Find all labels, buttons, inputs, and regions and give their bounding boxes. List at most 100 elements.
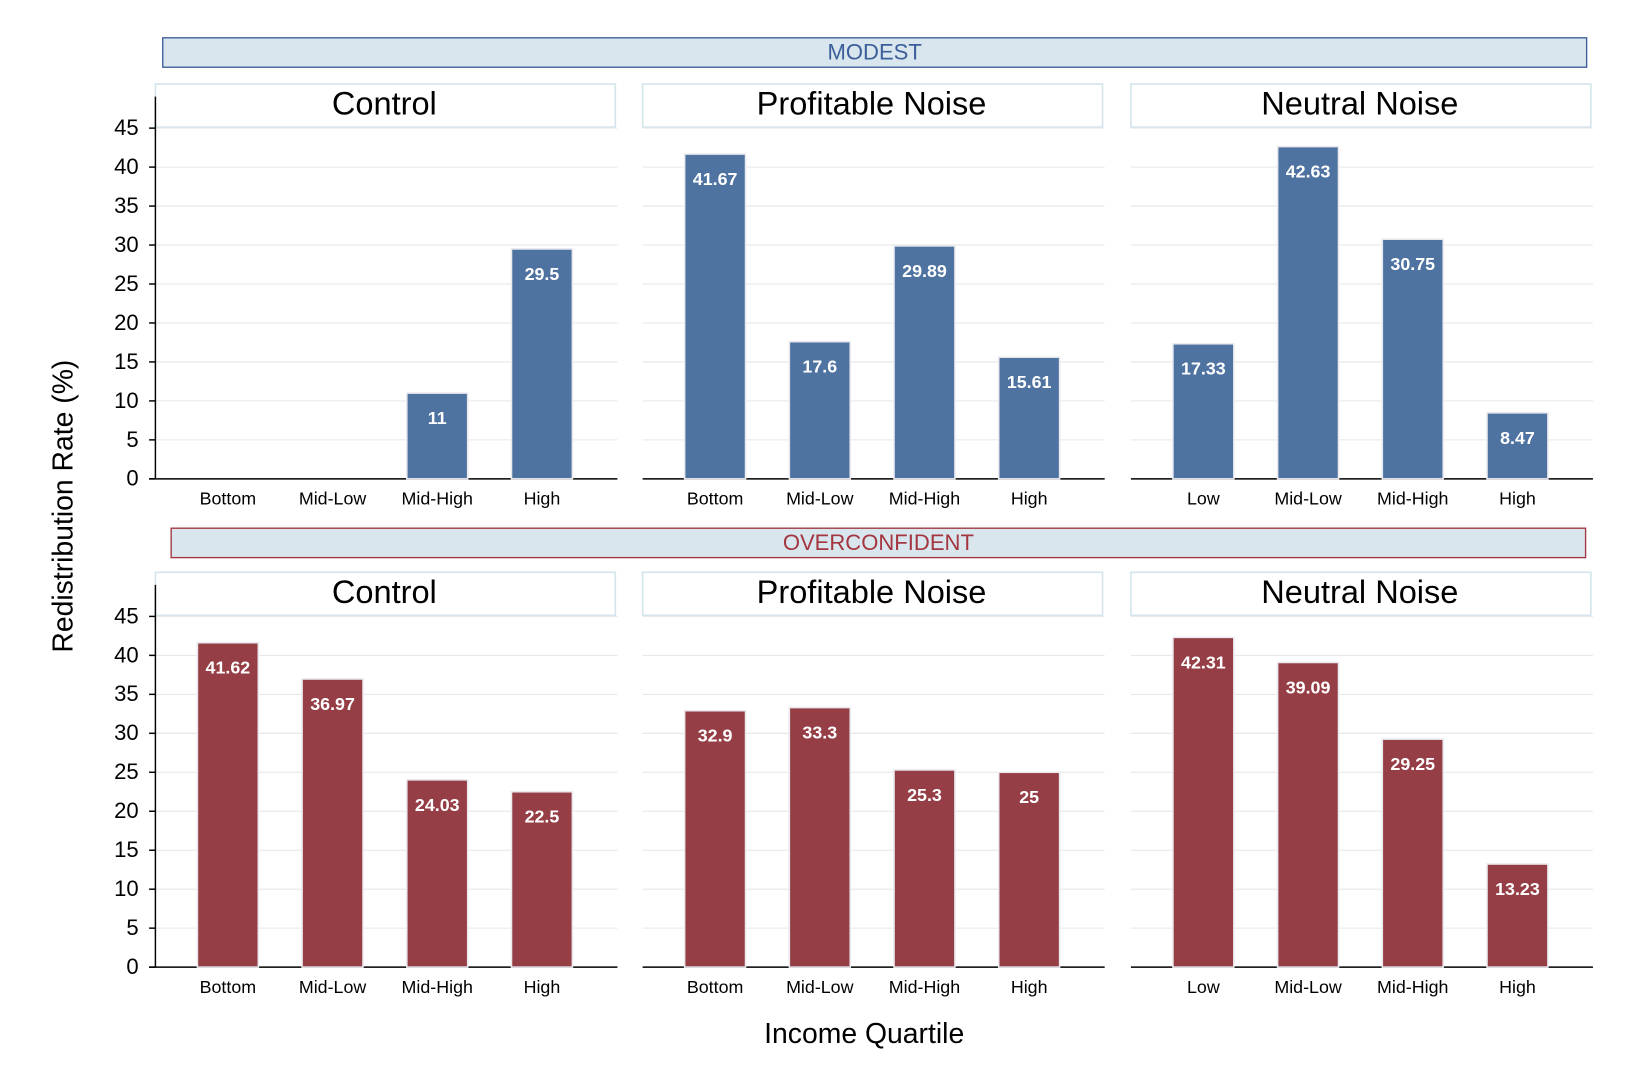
y-tick-label: 45 (114, 603, 139, 628)
y-tick-label: 40 (114, 642, 139, 667)
x-tick-label: Low (1187, 977, 1220, 997)
y-tick-label: 30 (114, 720, 139, 745)
bar (683, 153, 747, 480)
panel-title-box (1130, 571, 1592, 617)
x-tick-label: Mid-Low (786, 489, 854, 509)
y-tick-label: 25 (114, 759, 139, 784)
x-tick-label: Low (1187, 489, 1220, 509)
bar (196, 641, 260, 968)
bar (997, 771, 1061, 968)
group-header-box (162, 37, 1588, 68)
bar (893, 245, 956, 480)
bar (1276, 661, 1340, 968)
x-tick-label: Mid-Low (1274, 977, 1342, 997)
y-tick-label: 25 (114, 271, 139, 296)
x-tick-label: Bottom (200, 489, 257, 509)
panel-title: Profitable Noise (757, 86, 987, 122)
value-label: 41.67 (693, 169, 738, 189)
bar (1486, 863, 1549, 968)
bar (1381, 238, 1444, 480)
x-axis-label: Income Quartile (764, 1018, 964, 1050)
value-label: 15.61 (1007, 372, 1052, 392)
value-label: 13.23 (1495, 879, 1540, 899)
bar (1172, 342, 1235, 480)
bar (788, 706, 852, 968)
value-label: 42.63 (1286, 162, 1331, 182)
group-header-box (170, 527, 1587, 559)
panel-title: Control (332, 574, 437, 610)
x-tick-label: Mid-Low (786, 977, 854, 997)
x-tick-label: High (1499, 977, 1536, 997)
value-label: 11 (428, 408, 447, 428)
x-tick-label: Bottom (200, 977, 257, 997)
x-tick-label: Mid-High (889, 977, 960, 997)
y-tick-label: 15 (114, 349, 139, 374)
value-label: 17.6 (802, 357, 837, 377)
y-tick-label: 35 (114, 193, 139, 218)
bar (683, 709, 747, 968)
value-label: 32.9 (698, 726, 733, 746)
y-tick-label: 20 (114, 310, 139, 335)
x-tick-label: Mid-Low (1274, 489, 1342, 509)
value-label: 24.03 (415, 795, 460, 815)
bar (1172, 636, 1235, 968)
x-tick-label: High (1011, 977, 1048, 997)
y-tick-label: 10 (114, 388, 139, 413)
value-label: 30.75 (1390, 254, 1435, 274)
bar (997, 356, 1061, 480)
value-label: 39.09 (1286, 677, 1331, 697)
panel-title: Neutral Noise (1261, 574, 1458, 610)
value-label: 22.5 (525, 807, 560, 827)
panel-title: Control (332, 86, 437, 122)
y-axis-label: Redistribution Rate (%) (48, 360, 80, 653)
y-tick-label: 40 (114, 154, 139, 179)
value-label: 36.97 (310, 694, 355, 714)
y-tick-label: 5 (126, 915, 138, 940)
bar (510, 790, 574, 968)
value-label: 42.31 (1181, 652, 1226, 672)
panel-title-box (641, 83, 1104, 128)
x-tick-label: Mid-Low (299, 489, 367, 509)
bar (893, 769, 956, 968)
bar (1381, 738, 1444, 968)
bar (301, 678, 364, 968)
y-tick-label: 0 (126, 954, 138, 979)
panel-title: Profitable Noise (757, 574, 987, 610)
value-label: 33.3 (802, 723, 837, 743)
x-tick-label: Bottom (687, 489, 744, 509)
x-tick-label: High (524, 977, 561, 997)
bar (406, 779, 469, 968)
value-label: 41.62 (206, 658, 251, 678)
panel-title-box (154, 83, 617, 128)
bar (1486, 412, 1549, 480)
value-label: 25.3 (907, 785, 942, 805)
x-tick-label: High (524, 489, 561, 509)
x-tick-label: Mid-High (1377, 977, 1448, 997)
x-tick-label: Mid-High (402, 977, 473, 997)
value-label: 8.47 (1500, 428, 1535, 448)
x-tick-label: High (1011, 489, 1048, 509)
x-tick-label: High (1499, 489, 1536, 509)
y-tick-label: 10 (114, 876, 139, 901)
value-label: 29.5 (525, 264, 560, 284)
bar (788, 340, 852, 480)
x-tick-label: Mid-Low (299, 977, 367, 997)
value-label: 29.25 (1390, 754, 1435, 774)
bar (510, 248, 574, 480)
y-tick-label: 15 (114, 837, 139, 862)
x-tick-label: Mid-High (889, 489, 960, 509)
y-tick-label: 5 (126, 427, 138, 452)
x-tick-label: Mid-High (402, 489, 473, 509)
group-header: OVERCONFIDENT (783, 530, 974, 555)
bar (406, 392, 469, 480)
panel-title-box (1130, 83, 1592, 128)
y-tick-label: 20 (114, 798, 139, 823)
value-label: 29.89 (902, 261, 947, 281)
x-tick-label: Bottom (687, 977, 744, 997)
value-label: 25 (1019, 787, 1039, 807)
group-header: MODEST (828, 39, 922, 64)
y-tick-label: 30 (114, 232, 139, 257)
panel-title-box (641, 571, 1104, 617)
